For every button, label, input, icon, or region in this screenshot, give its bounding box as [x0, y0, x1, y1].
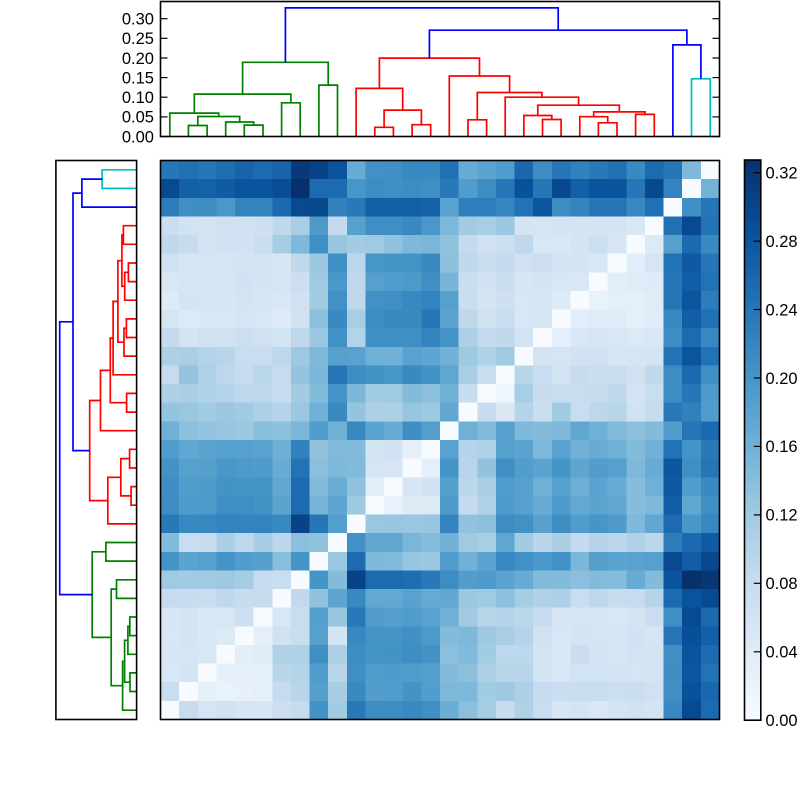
svg-text:0.25: 0.25 — [122, 30, 154, 48]
svg-text:0.05: 0.05 — [122, 109, 154, 127]
svg-text:0.28: 0.28 — [766, 233, 798, 251]
svg-text:0.08: 0.08 — [766, 575, 798, 593]
svg-text:0.24: 0.24 — [766, 301, 798, 319]
svg-text:0.16: 0.16 — [766, 438, 798, 456]
svg-text:0.00: 0.00 — [122, 128, 154, 146]
svg-text:0.12: 0.12 — [766, 507, 798, 525]
svg-text:0.15: 0.15 — [122, 69, 154, 87]
svg-text:0.04: 0.04 — [766, 644, 798, 662]
svg-text:0.32: 0.32 — [766, 165, 798, 183]
svg-text:0.00: 0.00 — [766, 712, 798, 730]
svg-text:0.20: 0.20 — [766, 370, 798, 388]
svg-text:0.20: 0.20 — [122, 50, 154, 68]
svg-text:0.30: 0.30 — [122, 11, 154, 29]
svg-text:0.10: 0.10 — [122, 89, 154, 107]
